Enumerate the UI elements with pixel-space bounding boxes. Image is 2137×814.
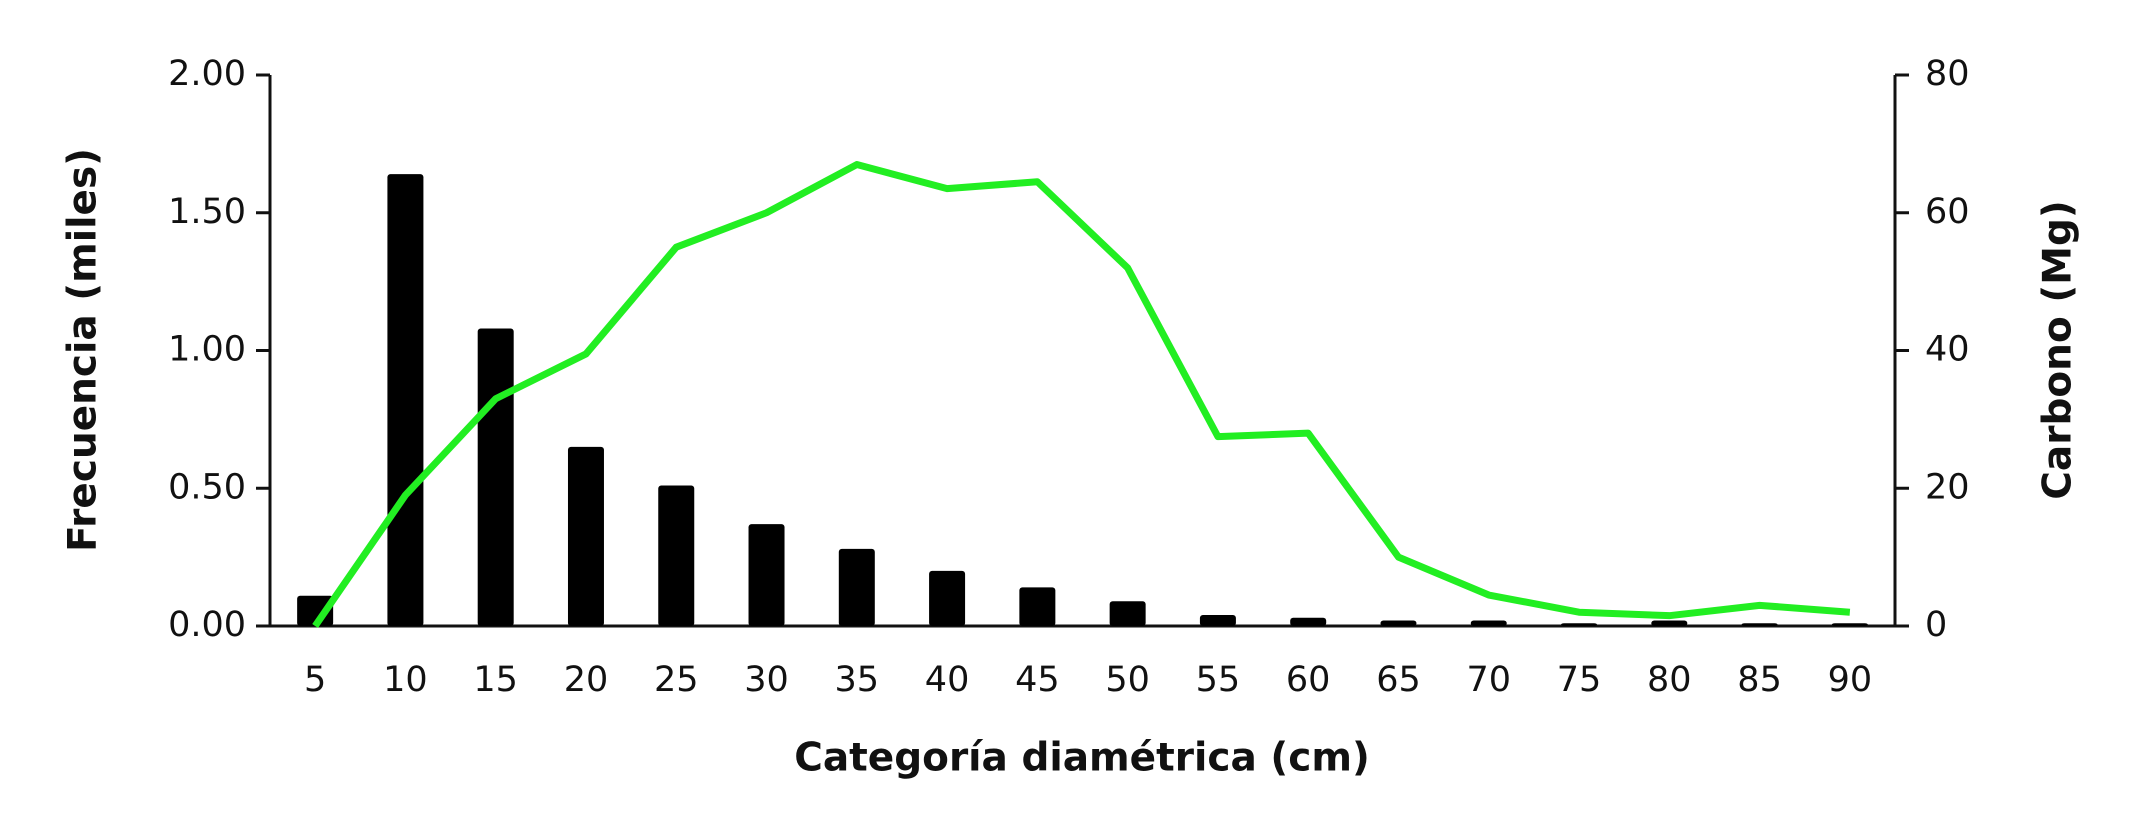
y2-tick-label: 40: [1925, 330, 1970, 370]
x-tick-label: 55: [1196, 660, 1241, 700]
x-tick-label: 15: [473, 660, 518, 700]
bar: [1651, 620, 1688, 626]
x-tick-label: 50: [1105, 660, 1150, 700]
bar: [1019, 587, 1056, 626]
y-tick-label: 0.00: [168, 605, 246, 645]
x-tick-label: 70: [1466, 660, 1511, 700]
bar: [1199, 614, 1236, 626]
bar: [1831, 623, 1868, 626]
line: [312, 161, 1851, 628]
bar: [1109, 601, 1146, 626]
y2-tick-label: 0: [1925, 605, 1947, 645]
y2-tick-label: 20: [1925, 467, 1970, 507]
y2-axis-title: Carbono (Mg): [2036, 200, 2081, 499]
bar: [1741, 623, 1778, 626]
bar: [1470, 620, 1507, 626]
x-tick-label: 80: [1647, 660, 1692, 700]
y-tick-label: 0.50: [168, 467, 246, 507]
bar: [838, 548, 875, 626]
x-tick-label: 65: [1376, 660, 1421, 700]
y-tick-label: 1.00: [168, 330, 246, 370]
x-tick-label: 30: [744, 660, 789, 700]
x-tick-label: 45: [1015, 660, 1060, 700]
bar: [477, 328, 514, 626]
y2-tick-label: 80: [1925, 54, 1970, 94]
bar: [1290, 617, 1327, 626]
bar: [1561, 623, 1598, 626]
y-tick-label: 2.00: [168, 54, 246, 94]
x-tick-label: 60: [1286, 660, 1331, 700]
x-axis-title: Categoría diamétrica (cm): [794, 736, 1370, 781]
bar: [567, 446, 604, 626]
bar: [929, 570, 966, 626]
x-tick-label: 75: [1557, 660, 1602, 700]
bar: [658, 485, 695, 626]
x-tick-label: 40: [925, 660, 970, 700]
y-tick-label: 1.50: [168, 192, 246, 232]
bar: [387, 174, 424, 626]
x-tick-label: 35: [835, 660, 880, 700]
y2-tick-label: 60: [1925, 192, 1970, 232]
x-tick-label: 25: [654, 660, 699, 700]
y-axis-title: Frecuencia (miles): [61, 148, 106, 552]
bar: [748, 524, 785, 626]
x-tick-label: 85: [1737, 660, 1782, 700]
x-tick-label: 20: [564, 660, 609, 700]
x-tick-label: 5: [304, 660, 326, 700]
bar: [1380, 620, 1417, 626]
x-tick-label: 90: [1828, 660, 1873, 700]
x-tick-label: 10: [383, 660, 428, 700]
